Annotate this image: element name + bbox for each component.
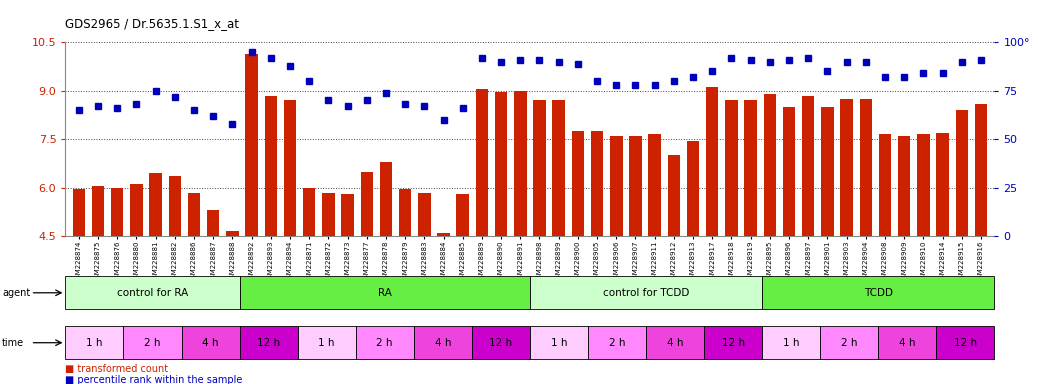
Bar (936, 133, 949, 236)
Bar (475, 89, 488, 236)
Text: 4 h: 4 h (666, 338, 683, 348)
Bar (124, 326, 182, 359)
Bar (859, 99, 872, 236)
Bar (918, 134, 930, 236)
Bar (514, 91, 526, 236)
Bar (414, 326, 472, 359)
Bar (936, 326, 994, 359)
Bar (879, 134, 892, 236)
Bar (744, 101, 757, 236)
Text: 4 h: 4 h (435, 338, 452, 348)
Bar (91, 186, 104, 236)
Bar (572, 131, 584, 236)
Text: control for RA: control for RA (117, 288, 188, 298)
Bar (841, 99, 853, 236)
Bar (821, 107, 834, 236)
Bar (437, 233, 449, 236)
Bar (65, 326, 124, 359)
Bar (380, 162, 392, 236)
Bar (188, 192, 200, 236)
Bar (298, 326, 356, 359)
Bar (629, 136, 641, 236)
Text: 4 h: 4 h (202, 338, 219, 348)
Bar (207, 210, 219, 236)
Text: 1 h: 1 h (551, 338, 567, 348)
Bar (342, 194, 354, 236)
Bar (588, 326, 646, 359)
Bar (783, 107, 795, 236)
Text: agent: agent (2, 288, 30, 298)
Bar (687, 141, 700, 236)
Bar (762, 326, 820, 359)
Bar (226, 231, 239, 236)
Text: 2 h: 2 h (841, 338, 857, 348)
Text: RA: RA (378, 288, 391, 298)
Bar (762, 276, 994, 309)
Text: time: time (2, 338, 24, 348)
Bar (726, 101, 738, 236)
Bar (149, 173, 162, 236)
Bar (649, 134, 661, 236)
Bar (646, 326, 704, 359)
Bar (73, 189, 85, 236)
Bar (182, 326, 240, 359)
Bar (303, 188, 316, 236)
Text: 1 h: 1 h (86, 338, 103, 348)
Bar (534, 101, 546, 236)
Bar (878, 326, 936, 359)
Text: 1 h: 1 h (319, 338, 335, 348)
Bar (399, 189, 411, 236)
Text: GDS2965 / Dr.5635.1.S1_x_at: GDS2965 / Dr.5635.1.S1_x_at (65, 17, 240, 30)
Text: 12 h: 12 h (489, 338, 513, 348)
Bar (265, 96, 277, 236)
Bar (610, 136, 623, 236)
Text: 2 h: 2 h (377, 338, 393, 348)
Text: 2 h: 2 h (144, 338, 161, 348)
Bar (898, 136, 910, 236)
Bar (168, 176, 181, 236)
Bar (552, 101, 565, 236)
Text: ■ transformed count: ■ transformed count (65, 364, 168, 374)
Bar (457, 194, 469, 236)
Bar (706, 88, 718, 236)
Bar (820, 326, 878, 359)
Bar (111, 188, 124, 236)
Text: TCDD: TCDD (864, 288, 893, 298)
Text: control for TCDD: control for TCDD (603, 288, 689, 298)
Bar (495, 92, 508, 236)
Bar (529, 276, 762, 309)
Bar (418, 192, 431, 236)
Text: 12 h: 12 h (257, 338, 280, 348)
Bar (245, 53, 257, 236)
Bar (667, 156, 680, 236)
Text: ■ percentile rank within the sample: ■ percentile rank within the sample (65, 375, 243, 384)
Bar (240, 326, 298, 359)
Bar (472, 326, 529, 359)
Text: 12 h: 12 h (954, 338, 977, 348)
Bar (802, 96, 815, 236)
Text: 2 h: 2 h (608, 338, 625, 348)
Text: 12 h: 12 h (721, 338, 744, 348)
Bar (322, 192, 334, 236)
Bar (764, 94, 776, 236)
Bar (360, 172, 373, 236)
Bar (283, 101, 296, 236)
Text: 4 h: 4 h (899, 338, 916, 348)
Bar (240, 276, 529, 309)
Bar (356, 326, 414, 359)
Bar (591, 131, 603, 236)
Bar (65, 276, 240, 309)
Bar (529, 326, 588, 359)
Bar (975, 104, 987, 236)
Bar (704, 326, 762, 359)
Bar (130, 184, 142, 236)
Text: 1 h: 1 h (783, 338, 799, 348)
Bar (956, 110, 968, 236)
